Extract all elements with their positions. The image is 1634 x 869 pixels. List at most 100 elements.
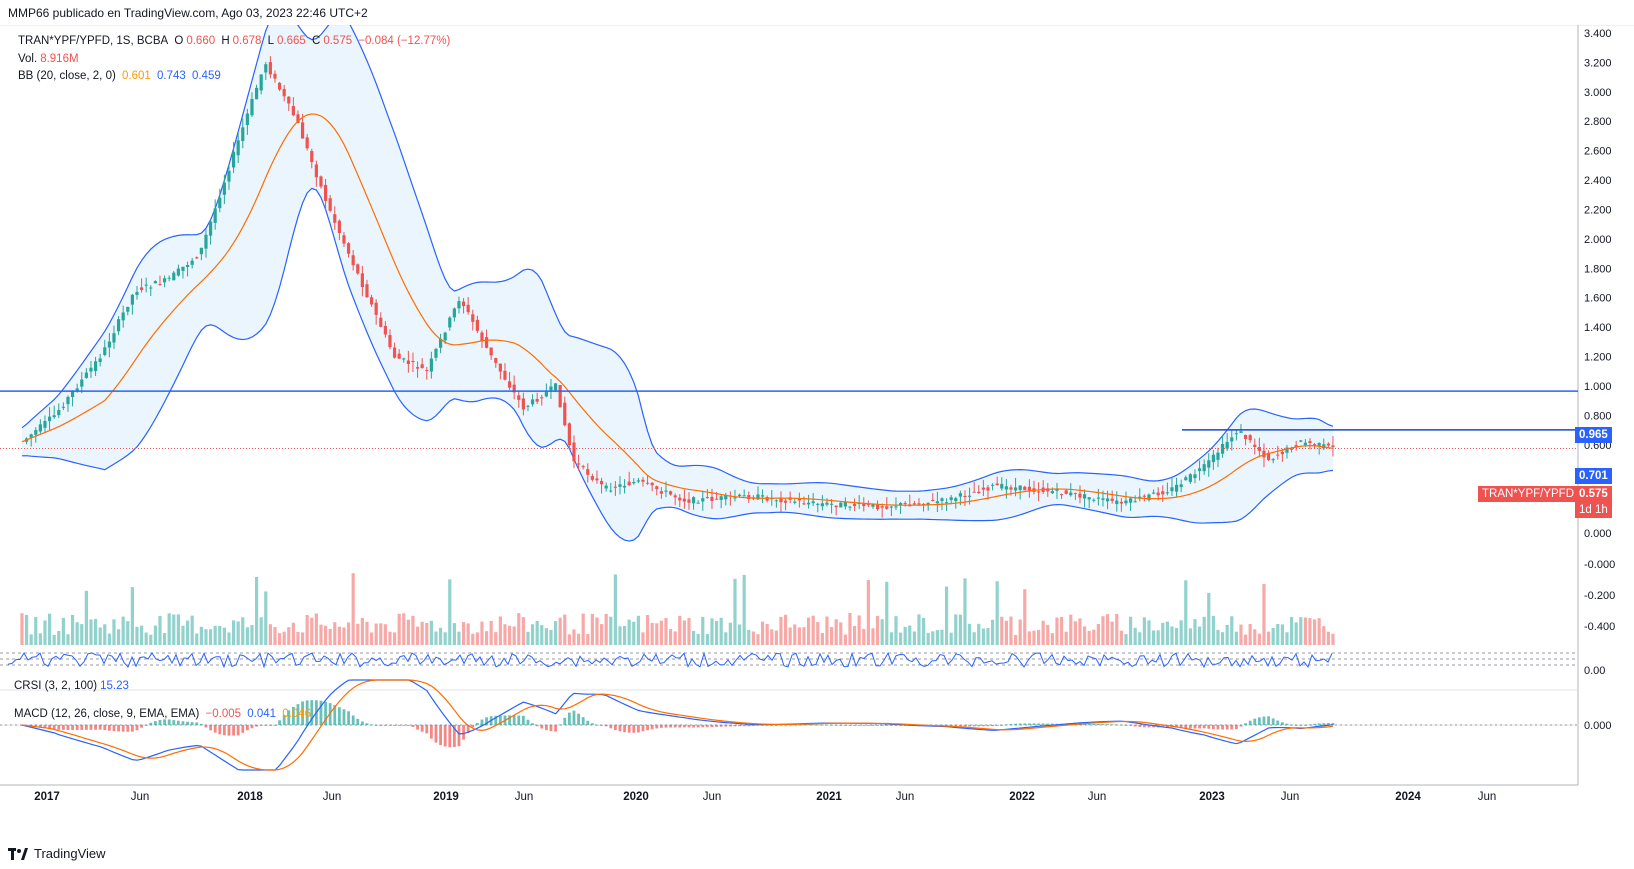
candle-body xyxy=(103,347,107,356)
volume-bar xyxy=(751,631,755,645)
candle-body xyxy=(52,415,56,418)
candle-body xyxy=(839,502,843,508)
volume-bar xyxy=(1087,630,1091,645)
y-tick-label: -0.400 xyxy=(1584,621,1615,633)
macd-histogram-bar xyxy=(209,725,212,731)
macd-histogram-bar xyxy=(1216,725,1220,730)
macd-histogram-bar xyxy=(167,719,171,725)
x-tick-label: Jun xyxy=(703,791,722,803)
volume-bar xyxy=(176,614,180,645)
candle-body xyxy=(383,325,387,335)
candle-body xyxy=(181,266,185,271)
candle-body xyxy=(273,73,277,79)
tradingview-footer[interactable]: TradingView xyxy=(8,846,106,861)
candle-body xyxy=(1257,447,1261,451)
volume-bar xyxy=(806,617,811,645)
macd-histogram-bar xyxy=(1106,724,1109,726)
y-tick-label: 2.800 xyxy=(1584,116,1612,128)
volume-bar xyxy=(668,629,673,645)
volume-bar xyxy=(793,624,797,645)
macd-histogram-bar xyxy=(1230,725,1234,730)
macd-histogram-bar xyxy=(462,725,465,740)
volume-bar xyxy=(898,632,903,645)
macd-histogram-bar xyxy=(627,725,631,733)
price-chart[interactable]: 3.400 3.200 3.000 2.800 2.600 2.400 2.200 2.000… xyxy=(0,9,1634,835)
macd-histogram-bar xyxy=(839,724,843,726)
macd-histogram-bar xyxy=(958,725,962,727)
candle-body xyxy=(1317,442,1321,446)
volume-bar xyxy=(475,632,479,645)
candle-body xyxy=(1303,442,1307,446)
candle-body xyxy=(627,481,631,486)
macd-histogram-bar xyxy=(1253,718,1257,725)
volume-bar xyxy=(208,629,213,645)
candle-body xyxy=(563,402,567,426)
macd-histogram-bar xyxy=(1267,716,1270,725)
candle-body xyxy=(121,312,125,321)
volume-bar xyxy=(1289,616,1294,645)
macd-histogram-bar xyxy=(402,725,406,726)
level-tag-0965: 0.965 xyxy=(1575,427,1612,443)
volume-legend: Vol. 8.916M xyxy=(18,53,79,65)
candle-body xyxy=(641,479,645,482)
volume-bar xyxy=(521,617,525,645)
volume-bar xyxy=(1069,614,1073,645)
candle-body xyxy=(190,260,194,265)
macd-histogram-bar xyxy=(126,725,130,732)
macd-histogram-bar xyxy=(1198,725,1201,729)
candle-body xyxy=(673,495,677,498)
volume-bar xyxy=(645,614,650,645)
candle-body xyxy=(337,220,341,233)
candle-body xyxy=(185,265,190,268)
macd-histogram-bar xyxy=(245,725,249,731)
volume-bar xyxy=(1059,616,1064,645)
macd-histogram-bar xyxy=(296,704,300,725)
chart-frame[interactable]: 3.400 3.200 3.000 2.800 2.600 2.400 2.200 2.000… xyxy=(0,9,1634,835)
candle-body xyxy=(917,503,921,505)
volume-bar xyxy=(834,619,838,645)
candle-body xyxy=(38,424,42,432)
candle-body xyxy=(586,469,590,475)
volume-bar xyxy=(411,615,415,645)
candle-body xyxy=(98,358,102,362)
candle-body xyxy=(549,386,553,391)
volume-bar xyxy=(250,625,254,645)
volume-bar xyxy=(254,576,259,645)
volume-bar xyxy=(862,629,866,645)
volume-bar xyxy=(323,625,328,645)
volume-bar xyxy=(733,578,737,645)
macd-histogram-bar xyxy=(1124,725,1128,726)
candle-body xyxy=(29,434,33,438)
macd-histogram-bar xyxy=(144,724,148,726)
candle-body xyxy=(811,501,815,504)
macd-histogram-bar xyxy=(1193,725,1197,729)
volume-bar xyxy=(1004,620,1008,645)
volume-bar xyxy=(259,617,263,645)
crsi-axis-label: 0.00 xyxy=(1584,665,1605,677)
macd-histogram-bar xyxy=(1207,725,1211,729)
macd-histogram-bar xyxy=(549,725,553,732)
volume-bar xyxy=(420,621,424,645)
volume-bar xyxy=(181,625,185,645)
candle-body xyxy=(1013,487,1018,491)
volume-bar xyxy=(185,620,190,645)
volume-bar xyxy=(636,615,640,645)
macd-histogram-bar xyxy=(600,725,603,726)
candle-body xyxy=(1193,474,1197,479)
volume-bar xyxy=(963,578,967,645)
candle-body xyxy=(351,255,355,266)
candle-body xyxy=(34,430,38,435)
volume-bar xyxy=(1119,630,1123,645)
candle-body xyxy=(231,151,236,168)
volume-bar xyxy=(848,613,852,645)
candle-body xyxy=(471,314,475,322)
candle-body xyxy=(1124,500,1128,504)
candle-body xyxy=(434,348,438,358)
macd-histogram-bar xyxy=(75,725,79,731)
volume-bar xyxy=(282,631,286,645)
volume-bar xyxy=(783,614,788,645)
candle-body xyxy=(829,503,834,505)
macd-histogram-bar xyxy=(301,701,304,725)
y-tick-label: 1.600 xyxy=(1584,293,1612,305)
macd-histogram-bar xyxy=(1244,723,1247,725)
